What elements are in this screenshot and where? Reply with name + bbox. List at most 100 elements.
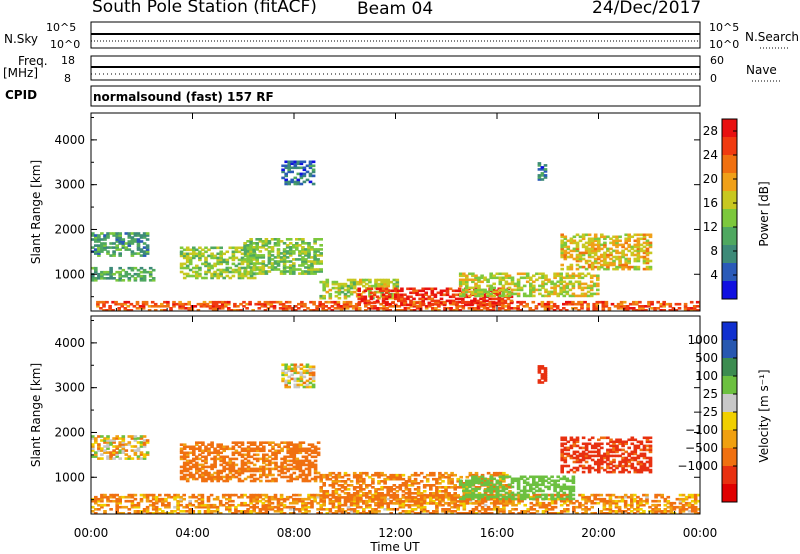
echo-cell (97, 274, 101, 278)
echo-cell (424, 287, 428, 291)
echo-cell (474, 274, 478, 278)
echo-cell (265, 459, 269, 463)
echo-cell (185, 260, 190, 264)
echo-cell (684, 508, 689, 511)
echo-cell (510, 485, 515, 489)
echo-cell (566, 510, 570, 513)
echo-cell (516, 282, 521, 286)
echo-cell (394, 295, 398, 299)
echo-cell (540, 300, 545, 304)
echo-cell (279, 252, 284, 255)
echo-cell (160, 305, 164, 308)
echo-cell (292, 244, 296, 247)
echo-cell (262, 473, 266, 477)
echo-cell (103, 512, 107, 514)
echo-cell (292, 262, 296, 265)
echo-cell (295, 493, 299, 497)
echo-cell (636, 495, 640, 499)
echo-cell (674, 302, 679, 306)
echo-cell (568, 302, 572, 306)
echo-cell (571, 489, 576, 493)
echo-cell (118, 238, 122, 241)
echo-cell (115, 234, 119, 237)
echo-cell (237, 479, 242, 483)
echo-cell (91, 234, 95, 237)
echo-cell (194, 495, 199, 499)
echo-cell (328, 288, 333, 292)
echo-cell (538, 483, 542, 487)
echo-cell (471, 292, 475, 296)
echo-cell (195, 266, 199, 270)
echo-cell (340, 480, 345, 483)
echo-cell (264, 240, 269, 243)
echo-cell (154, 499, 159, 503)
echo-cell (419, 505, 424, 509)
echo-cell (626, 508, 631, 511)
echo-cell (544, 493, 548, 497)
echo-cell (325, 477, 330, 481)
echo-cell (368, 292, 372, 296)
echo-cell (188, 475, 193, 479)
echo-cell (684, 497, 689, 501)
echo-cell (412, 305, 417, 308)
echo-cell (462, 483, 466, 487)
echo-cell (686, 307, 691, 310)
echo-cell (234, 250, 239, 254)
echo-cell (386, 284, 390, 288)
echo-cell (109, 277, 113, 280)
echo-cell (416, 488, 421, 491)
echo-cell (246, 503, 250, 507)
echo-cell (508, 502, 512, 505)
echo-cell (636, 253, 641, 257)
echo-cell (642, 499, 646, 503)
echo-cell (359, 471, 363, 475)
echo-cell (349, 508, 354, 511)
echo-cell (151, 268, 156, 272)
echo-cell (249, 467, 254, 471)
echo-cell (409, 309, 414, 311)
echo-cell (181, 302, 185, 306)
echo-cell (568, 282, 573, 286)
echo-cell (389, 477, 393, 481)
echo-cell (636, 510, 640, 513)
echo-cell (355, 282, 360, 286)
echo-cell (435, 492, 439, 495)
echo-cell (249, 495, 253, 499)
echo-cell (519, 489, 524, 493)
echo-cell (477, 475, 482, 479)
echo-cell (492, 505, 497, 509)
echo-cell (553, 487, 557, 491)
echo-cell (228, 256, 233, 260)
echo-cell (389, 488, 393, 491)
echo-cell (626, 503, 631, 507)
echo-cell (112, 437, 116, 440)
echo-cell (471, 510, 476, 513)
echo-cell (435, 488, 439, 491)
echo-cell (477, 290, 481, 294)
echo-cell (453, 510, 457, 513)
echo-cell (106, 443, 110, 446)
echo-cell (249, 250, 253, 253)
echo-cell (360, 299, 365, 303)
echo-cell (532, 495, 537, 499)
freq-unit-label: [MHz] (3, 66, 39, 80)
echo-cell (176, 495, 180, 499)
echo-cell (465, 500, 470, 503)
echo-cell (151, 279, 156, 282)
y-tick-label: 3000 (54, 178, 85, 192)
echo-cell (246, 459, 251, 463)
echo-cell (270, 501, 275, 505)
echo-cell (210, 443, 214, 446)
echo-cell (510, 292, 515, 296)
echo-cell (605, 512, 610, 514)
echo-cell (106, 441, 110, 444)
echo-cell (497, 303, 502, 307)
echo-cell (578, 253, 583, 257)
echo-cell (636, 243, 641, 247)
echo-cell (216, 260, 220, 264)
echo-cell (343, 471, 348, 475)
echo-cell (485, 309, 490, 311)
echo-cell (216, 451, 220, 455)
echo-cell (201, 479, 205, 483)
